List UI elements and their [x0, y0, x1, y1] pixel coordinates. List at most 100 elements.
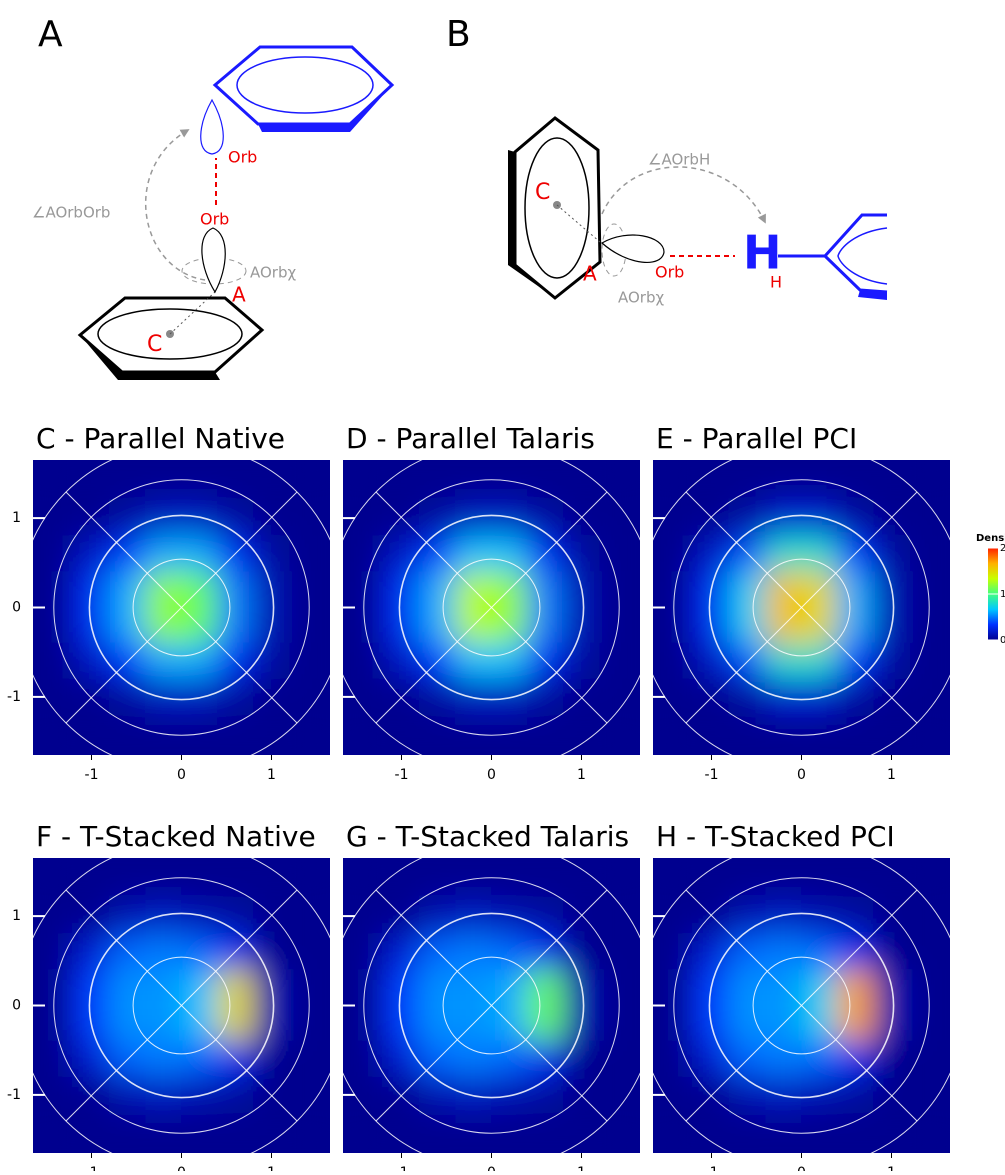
density-cell: [419, 571, 456, 608]
density-cell: [837, 679, 874, 716]
orb-label: Orb: [655, 263, 684, 282]
density-cell: [181, 1041, 218, 1078]
density-cell: [217, 607, 254, 644]
density-cell: [419, 862, 456, 899]
panel-label: B: [446, 14, 471, 55]
density-cell: [765, 464, 802, 501]
density-cell: [801, 643, 838, 680]
density-cell: [181, 643, 218, 680]
diagram-b: B C A Orb AOrbχ H H ∠AOrbH: [446, 14, 887, 307]
density-cell: [181, 862, 218, 899]
density-cell: [217, 679, 254, 716]
atom-label: A: [232, 283, 246, 307]
density-cell: [37, 714, 74, 751]
density-cell: [347, 933, 384, 970]
density-cell: [599, 535, 636, 572]
density-cell: [527, 679, 564, 716]
x-tick-label: 1: [887, 1165, 896, 1171]
density-cell: [145, 535, 182, 572]
density-cell: [873, 464, 910, 501]
density-cell: [599, 898, 636, 935]
density-cell: [599, 1077, 636, 1114]
density-cell: [599, 862, 636, 899]
density-cell: [765, 1041, 802, 1078]
density-cell: [599, 464, 636, 501]
density-cell: [657, 1112, 694, 1149]
density-cell: [347, 1112, 384, 1149]
density-cell: [455, 1112, 492, 1149]
density-cell: [37, 464, 74, 501]
density-cell: [289, 500, 326, 537]
density-cell: [765, 535, 802, 572]
density-cell: [181, 714, 218, 751]
chi-label: AOrbχ: [618, 289, 664, 307]
density-cell: [837, 464, 874, 501]
density-cell: [181, 500, 218, 537]
x-tick-label: -1: [85, 1165, 99, 1171]
density-cell: [657, 535, 694, 572]
density-cell: [909, 1041, 946, 1078]
orbital: [201, 100, 224, 154]
density-cell: [765, 679, 802, 716]
density-cell: [37, 535, 74, 572]
density-cell: [289, 1041, 326, 1078]
density-cell: [217, 1112, 254, 1149]
density-cell: [765, 898, 802, 935]
density-cell: [765, 862, 802, 899]
x-tick-label: -1: [395, 1165, 409, 1171]
density-cell: [289, 714, 326, 751]
x-tick-label: 0: [797, 767, 806, 783]
density-cell: [563, 933, 600, 970]
density-cell: [729, 1077, 766, 1114]
density-cell: [563, 1041, 600, 1078]
density-cell: [765, 933, 802, 970]
density-cell: [73, 714, 110, 751]
density-cell: [383, 1112, 420, 1149]
density-cell: [491, 898, 528, 935]
density-cell: [909, 643, 946, 680]
density-cell: [109, 1077, 146, 1114]
density-cell: [491, 535, 528, 572]
density-cell: [599, 679, 636, 716]
density-cell: [765, 1112, 802, 1149]
orbital: [602, 235, 664, 262]
heatmap-panel: [638, 842, 965, 1169]
x-tick-label: 1: [267, 1165, 276, 1171]
density-cell: [145, 679, 182, 716]
density-cell: [455, 535, 492, 572]
density-cell: [729, 1112, 766, 1149]
density-cell: [383, 643, 420, 680]
density-cell: [765, 643, 802, 680]
density-cell: [181, 898, 218, 935]
density-cell: [73, 643, 110, 680]
density-cell: [657, 643, 694, 680]
density-cell: [73, 1041, 110, 1078]
density-cell: [837, 500, 874, 537]
density-cell: [801, 679, 838, 716]
atom-label: A: [583, 262, 597, 286]
x-tick-label: 1: [577, 767, 586, 783]
density-cell: [873, 933, 910, 970]
heatmap-panel: [328, 444, 655, 771]
density-cell: [383, 535, 420, 572]
x-tick-label: 1: [577, 1165, 586, 1171]
density-cell: [563, 1112, 600, 1149]
heatmap-panel: [18, 842, 345, 1169]
panel-title: D - Parallel Talaris: [346, 422, 595, 455]
density-cell: [253, 714, 290, 751]
density-cell: [837, 862, 874, 899]
density-cell: [873, 535, 910, 572]
density-cell: [217, 1077, 254, 1114]
density-cell: [289, 1077, 326, 1114]
density-cell: [693, 1041, 730, 1078]
x-tick-label: 0: [487, 767, 496, 783]
density-cell: [801, 535, 838, 572]
density-cell: [419, 1077, 456, 1114]
colorbar-tick-label: 0: [1000, 635, 1005, 646]
density-cell: [491, 679, 528, 716]
density-cell: [145, 464, 182, 501]
density-cell: [837, 1005, 874, 1042]
density-cell: [909, 714, 946, 751]
density-cell: [181, 464, 218, 501]
density-cell: [765, 500, 802, 537]
